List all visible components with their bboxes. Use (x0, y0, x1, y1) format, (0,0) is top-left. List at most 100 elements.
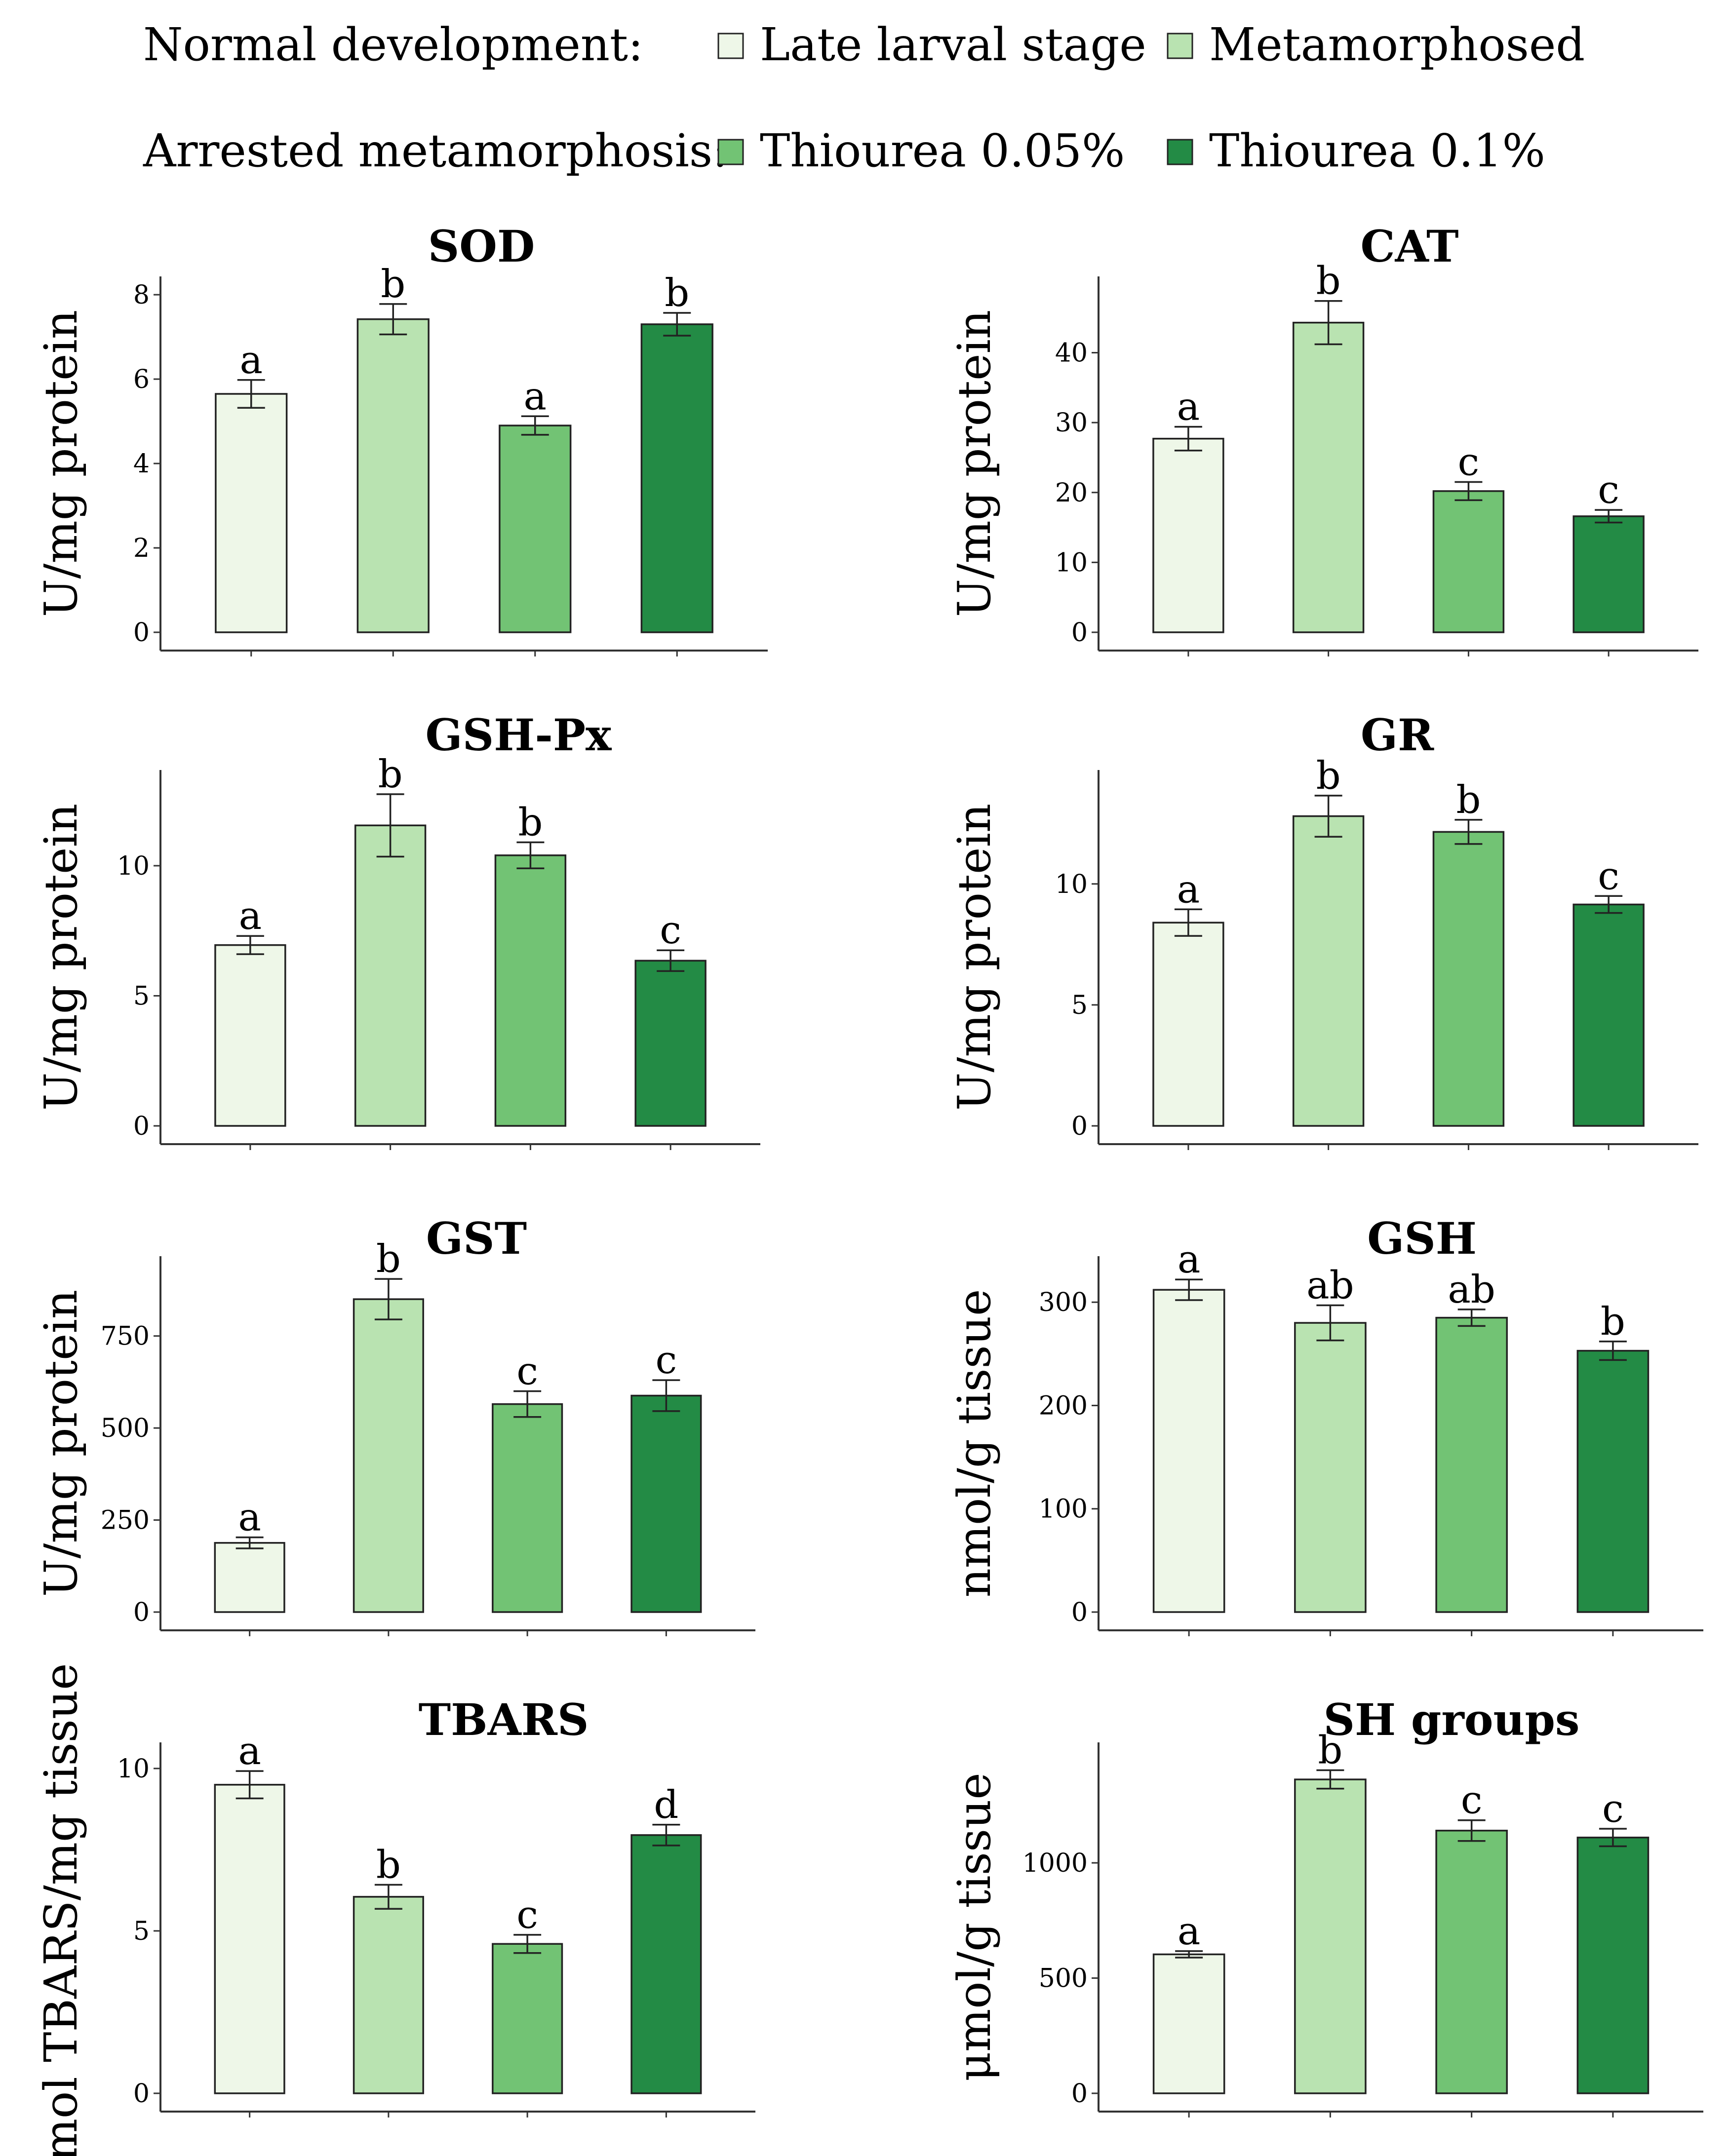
y-tick-label: 500 (1039, 1964, 1088, 1994)
bar (1294, 1778, 1367, 2094)
legend: Normal development: Late larval stage Meta… (143, 18, 1585, 177)
bar (1152, 1953, 1225, 2094)
panel-title: CAT (1361, 221, 1459, 272)
significance-letter: a (239, 894, 262, 938)
y-tick-label: 100 (1039, 1495, 1088, 1524)
bar (354, 824, 427, 1127)
bar (640, 323, 713, 633)
significance-letter: c (516, 1893, 538, 1937)
legend-row-label: Arrested metamorphosis: (143, 124, 728, 177)
significance-letter: d (654, 1783, 678, 1827)
bar (1432, 831, 1505, 1127)
chart-panel-gsh-px: 0 5 10 a b b c GSH-Px U/mg protein (35, 709, 760, 1150)
y-tick-label: 5 (133, 981, 150, 1011)
y-tick-label: 5 (133, 1917, 150, 1946)
legend-swatch (717, 33, 744, 59)
y-tick-label: 0 (133, 2079, 150, 2109)
significance-letter: b (378, 752, 403, 797)
y-tick-label: 6 (133, 365, 150, 394)
y-tick-label: 10 (1055, 548, 1088, 578)
significance-letter: c (656, 1338, 677, 1383)
significance-letter: b (518, 800, 543, 845)
y-tick-label: 250 (101, 1506, 150, 1536)
y-tick-label: 5 (1071, 991, 1088, 1020)
significance-letter: a (238, 1729, 261, 1773)
chart-panel-gr: 0 5 10 a b b c GR U/mg protein (948, 709, 1698, 1150)
legend-row-label: Normal development: (143, 18, 643, 71)
legend-item-label: Thiourea 0.1% (1209, 124, 1545, 177)
bar (634, 960, 707, 1127)
y-tick-label: 8 (133, 280, 150, 310)
y-tick-label: 40 (1055, 339, 1088, 368)
significance-letter: b (1456, 778, 1481, 822)
bar (353, 1896, 424, 2094)
significance-letter: c (1602, 1787, 1624, 1831)
bar (1435, 1316, 1508, 1613)
significance-letter: ab (1306, 1264, 1354, 1308)
y-axis-label: U/mg protein (35, 804, 87, 1111)
significance-letter: b (665, 271, 689, 315)
bar (1152, 437, 1224, 633)
y-tick-label: 10 (117, 1754, 150, 1784)
bar (492, 1943, 563, 2094)
significance-letter: a (1178, 1909, 1201, 1954)
panel-title: GSH-Px (425, 709, 612, 761)
legend-item-label: Thiourea 0.05% (760, 124, 1125, 177)
significance-letter: b (376, 1237, 401, 1281)
legend-swatch (1167, 33, 1193, 59)
significance-letter: a (523, 374, 547, 419)
y-tick-label: 500 (101, 1414, 150, 1443)
bar (630, 1394, 702, 1613)
y-tick-label: 0 (133, 1598, 150, 1627)
bar (214, 1542, 285, 1613)
bar (1292, 815, 1365, 1127)
y-axis-label: nmol/g tissue (948, 1289, 1001, 1598)
y-axis-label: nmol TBARS/mg tissue (35, 1663, 87, 2156)
bar (215, 393, 288, 633)
bar (1432, 490, 1505, 633)
bar (214, 944, 286, 1127)
y-tick-label: 0 (1071, 618, 1088, 648)
panel-title: GR (1361, 709, 1434, 761)
y-axis-label: U/mg protein (35, 310, 87, 617)
legend-swatch (1167, 139, 1193, 165)
chart-panel-sod: 0 2 4 6 8 a b a b SOD U/mg protein (35, 221, 768, 656)
bar (1435, 1829, 1508, 2094)
chart-panel-gsh: 0 100 200 300 a ab ab b GSH nmol/g tissue (948, 1213, 1703, 1636)
y-tick-label: 30 (1055, 408, 1088, 438)
significance-letter: b (1601, 1300, 1625, 1344)
bar (1292, 321, 1365, 633)
significance-letter: a (239, 338, 263, 383)
y-tick-label: 0 (1071, 1598, 1088, 1627)
bar (494, 854, 567, 1127)
significance-letter: ab (1448, 1268, 1495, 1312)
chart-panel-tbars: 0 5 10 a b c d TBARS nmol TBARS/mg tissue (35, 1663, 755, 2156)
bar (630, 1834, 702, 2094)
significance-letter: a (1177, 385, 1200, 429)
significance-letter: c (516, 1349, 538, 1394)
y-tick-label: 2 (133, 534, 150, 563)
bar (499, 424, 572, 633)
significance-letter: c (660, 908, 681, 953)
significance-letter: a (238, 1496, 261, 1540)
bar (1576, 1349, 1650, 1613)
bar (1152, 1289, 1225, 1613)
panel-title: SH groups (1324, 1694, 1580, 1745)
bar (1576, 1837, 1650, 2094)
y-tick-label: 4 (133, 449, 150, 479)
panel-title: GSH (1367, 1213, 1477, 1264)
significance-letter: b (1318, 1728, 1342, 1772)
bar (353, 1298, 424, 1613)
y-tick-label: 10 (117, 851, 150, 881)
y-tick-label: 1000 (1022, 1848, 1088, 1878)
bar (1294, 1322, 1367, 1613)
y-axis-label: μmol/g tissue (948, 1772, 1001, 2081)
y-tick-label: 200 (1039, 1391, 1088, 1421)
y-axis-label: U/mg protein (948, 310, 1001, 617)
y-tick-label: 0 (133, 1112, 150, 1141)
y-axis-label: U/mg protein (948, 804, 1001, 1111)
panel-title: TBARS (419, 1694, 589, 1745)
significance-letter: b (1316, 754, 1341, 798)
